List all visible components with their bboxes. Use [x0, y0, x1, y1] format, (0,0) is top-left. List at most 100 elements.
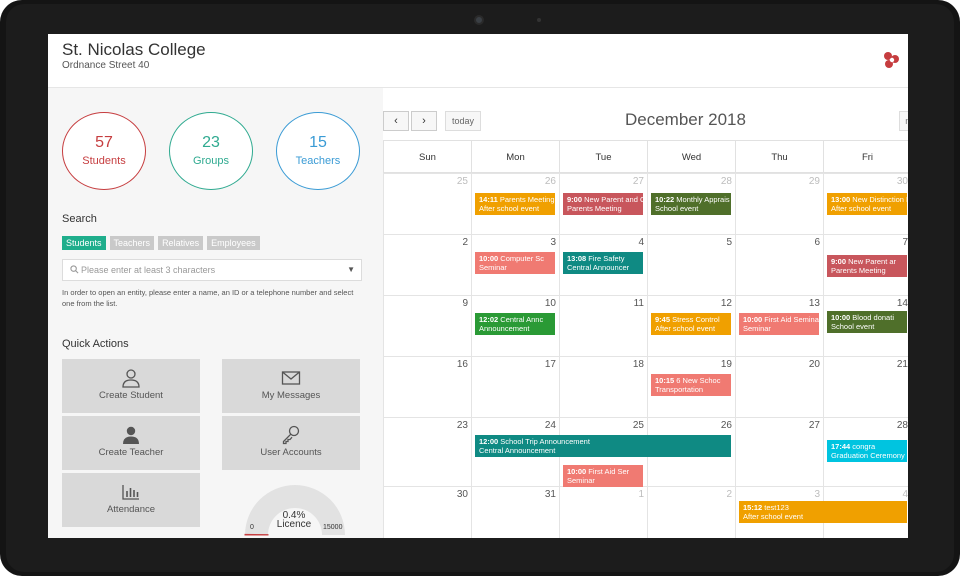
day-number: 30	[456, 489, 468, 500]
calendar-day-cell[interactable]: 9	[383, 295, 472, 357]
calendar-event[interactable]: 13:08 Fire Safety Central Announcer	[563, 252, 643, 274]
event-title-line: 9:00 New Parent and G	[567, 195, 643, 204]
event-title: Stress Control	[672, 315, 720, 324]
next-month-button[interactable]: ›	[411, 111, 437, 131]
event-title-line: 10:15 6 New Schoc	[655, 376, 727, 385]
create-teacher-button[interactable]: Create Teacher	[62, 416, 200, 470]
app-screen: St. Nicolas College Ordnance Street 40 5…	[48, 34, 908, 538]
today-button[interactable]: today	[445, 111, 481, 131]
attendance-button[interactable]: Attendance	[62, 473, 200, 527]
event-category: Central Announcer	[567, 263, 630, 272]
event-category: Seminar	[743, 324, 771, 333]
calendar-day-cell[interactable]: 6	[735, 234, 824, 296]
day-number: 2	[726, 489, 732, 500]
calendar-day-cell[interactable]: 2	[383, 234, 472, 296]
calendar-day-cell[interactable]: 1	[559, 486, 648, 538]
my-messages-button[interactable]: My Messages	[222, 359, 360, 413]
calendar-event[interactable]: 10:00 First Aid Ser Seminar	[563, 465, 643, 487]
event-title: School Trip Announcement	[500, 437, 590, 446]
school-address: Ordnance Street 40	[62, 60, 150, 71]
app-logo-icon[interactable]	[882, 50, 902, 70]
day-number: 21	[896, 359, 908, 370]
stat-label: Groups	[192, 155, 230, 167]
calendar-event[interactable]: 15:12 test123 After school event	[739, 501, 907, 523]
event-title-line: 12:00 School Trip Announcement	[479, 437, 727, 446]
stat-groups[interactable]: 23 Groups	[169, 112, 253, 190]
stat-teachers[interactable]: 15 Teachers	[276, 112, 360, 190]
calendar-day-cell[interactable]: 29	[735, 173, 824, 235]
calendar-event[interactable]: 10:00 Blood donati School event	[827, 311, 907, 333]
calendar-event[interactable]: 14:11 Parents Meeting After school event	[475, 193, 555, 215]
weekday-header: Thu	[735, 140, 824, 173]
calendar-event[interactable]: 12:02 Central Annc Announcement	[475, 313, 555, 335]
event-title-line: 9:00 New Parent ar	[831, 257, 903, 266]
create-student-button[interactable]: Create Student	[62, 359, 200, 413]
calendar-event[interactable]: 9:45 Stress Control After school event	[651, 313, 731, 335]
event-category: Transportation	[655, 385, 704, 394]
calendar-event[interactable]: 9:00 New Parent ar Parents Meeting	[827, 255, 907, 277]
day-number: 30	[896, 176, 908, 187]
calendar-event[interactable]: 10:22 Monthly Apprais School event	[651, 193, 731, 215]
calendar-day-cell[interactable]: 2	[647, 486, 736, 538]
calendar-day-cell[interactable]: 5	[647, 234, 736, 296]
user-accounts-button[interactable]: User Accounts	[222, 416, 360, 470]
day-number: 25	[456, 176, 468, 187]
day-number: 3	[550, 237, 556, 248]
event-time: 15:12	[743, 503, 763, 512]
day-number: 4	[638, 237, 644, 248]
calendar-day-cell[interactable]: 27	[735, 417, 824, 487]
calendar-day-cell[interactable]: 30	[383, 486, 472, 538]
event-category: Central Announcement	[479, 446, 556, 455]
calendar-day-cell[interactable]: 23	[383, 417, 472, 487]
calendar-event[interactable]: 10:15 6 New Schoc Transportation	[651, 374, 731, 396]
qa-label: Create Student	[99, 390, 163, 401]
chevron-down-icon[interactable]: ▼	[347, 265, 355, 274]
day-number: 13	[808, 298, 820, 309]
event-title-line: 10:00 First Aid Seminar	[743, 315, 819, 324]
day-number: 23	[456, 420, 468, 431]
calendar-day-cell[interactable]: 11	[559, 295, 648, 357]
licence-label: Licence	[276, 519, 312, 530]
event-title-line: 10:00 First Aid Ser	[567, 467, 639, 476]
view-month-button[interactable]: m	[899, 111, 908, 131]
search-title: Search	[62, 213, 97, 225]
filter-teachers[interactable]: Teachers	[109, 236, 155, 250]
calendar-event[interactable]: 17:44 congra Graduation Ceremony	[827, 440, 907, 462]
calendar-day-cell[interactable]: 25	[383, 173, 472, 235]
prev-month-button[interactable]: ‹	[383, 111, 409, 131]
calendar-event[interactable]: 13:00 New Distinction I After school even…	[827, 193, 907, 215]
calendar-day-cell[interactable]: 17	[471, 356, 560, 418]
search-input[interactable]: Please enter at least 3 characters ▼	[62, 259, 362, 281]
calendar-event[interactable]: 9:00 New Parent and G Parents Meeting	[563, 193, 643, 215]
stat-label: Teachers	[295, 155, 341, 167]
day-number: 28	[896, 420, 908, 431]
event-title: Blood donati	[852, 313, 894, 322]
event-category: After school event	[831, 204, 892, 213]
event-category: Seminar	[567, 476, 595, 485]
qa-label: Create Teacher	[98, 447, 164, 458]
day-number: 16	[456, 359, 468, 370]
calendar-day-cell[interactable]: 21	[823, 356, 908, 418]
calendar-event[interactable]: 10:00 Computer Sc Seminar	[475, 252, 555, 274]
stat-students[interactable]: 57 Students	[62, 112, 146, 190]
day-number: 18	[632, 359, 644, 370]
filter-students[interactable]: Students	[62, 236, 106, 250]
calendar-day-cell[interactable]: 31	[471, 486, 560, 538]
event-title: 6 New Schoc	[676, 376, 721, 385]
event-time: 10:00	[831, 313, 851, 322]
day-number: 1	[638, 489, 644, 500]
filter-relatives[interactable]: Relatives	[158, 236, 204, 250]
calendar-day-cell[interactable]: 20	[735, 356, 824, 418]
calendar-day-cell[interactable]: 16	[383, 356, 472, 418]
search-icon	[70, 265, 79, 274]
event-time: 12:02	[479, 315, 499, 324]
filter-employees[interactable]: Employees	[207, 236, 260, 250]
calendar-day-cell[interactable]: 18	[559, 356, 648, 418]
calendar-event[interactable]: 12:00 School Trip Announcement Central An…	[475, 435, 731, 457]
licence-max: 15000	[323, 524, 343, 531]
event-title-line: 10:00 Blood donati	[831, 313, 903, 322]
calendar-event[interactable]: 10:00 First Aid Seminar Seminar	[739, 313, 819, 335]
event-time: 17:44	[831, 442, 851, 451]
licence-percent: 0.4%	[282, 510, 306, 521]
event-title: New Parent and G	[584, 195, 643, 204]
